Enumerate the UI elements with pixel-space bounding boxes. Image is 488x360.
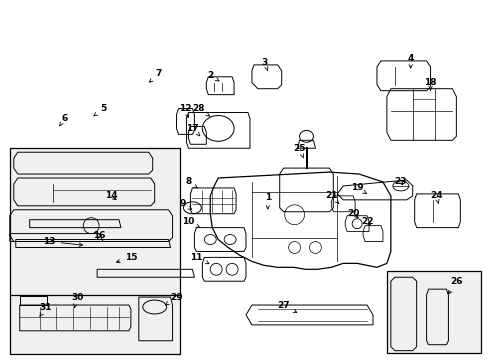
Text: 1: 1: [264, 193, 270, 209]
Text: 2: 2: [207, 71, 219, 81]
Text: 26: 26: [447, 277, 462, 294]
Text: 15: 15: [116, 253, 137, 263]
Text: 11: 11: [190, 253, 208, 264]
Text: 3: 3: [261, 58, 267, 70]
Text: 12: 12: [179, 104, 191, 118]
Bar: [386, 271, 480, 353]
Text: 13: 13: [43, 237, 82, 246]
Text: 18: 18: [424, 78, 436, 90]
Text: 22: 22: [360, 217, 372, 226]
Text: 31: 31: [39, 302, 52, 317]
Text: 28: 28: [192, 104, 209, 116]
Text: 20: 20: [346, 209, 359, 218]
Text: 16: 16: [93, 231, 105, 240]
Text: 7: 7: [149, 69, 162, 82]
Text: 27: 27: [277, 301, 296, 312]
Bar: [10, 294, 180, 354]
Bar: [10, 148, 180, 295]
Text: 4: 4: [407, 54, 413, 68]
Text: 23: 23: [394, 177, 406, 186]
Text: 5: 5: [94, 104, 106, 116]
Text: 8: 8: [185, 177, 197, 188]
Text: 6: 6: [60, 114, 67, 126]
Text: 21: 21: [325, 192, 338, 203]
Text: 14: 14: [104, 192, 117, 201]
Text: 10: 10: [182, 217, 200, 228]
Text: 29: 29: [165, 293, 183, 305]
Text: 30: 30: [71, 293, 83, 307]
Text: 24: 24: [429, 192, 442, 203]
Text: 9: 9: [179, 199, 191, 209]
Text: 19: 19: [350, 184, 366, 194]
Text: 17: 17: [186, 124, 200, 136]
Text: 25: 25: [293, 144, 305, 158]
